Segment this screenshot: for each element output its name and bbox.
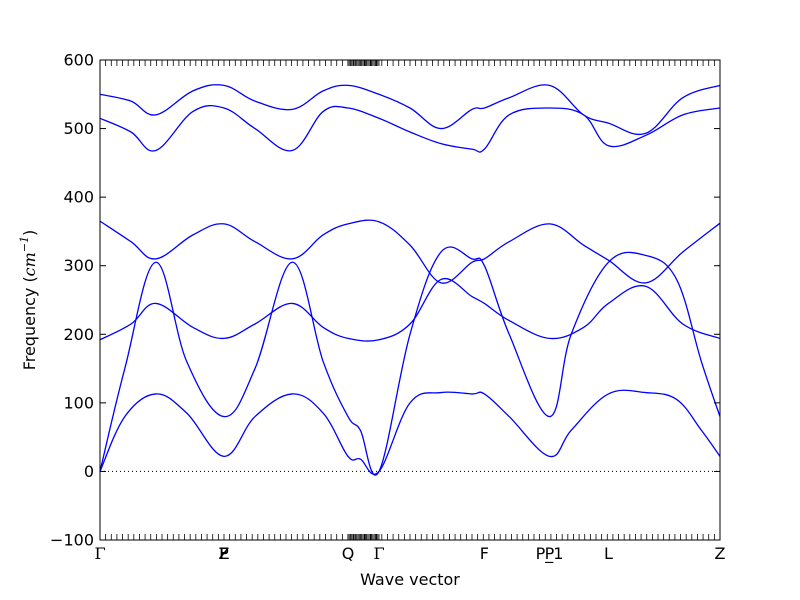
x-tick-label-5: Q bbox=[342, 544, 355, 563]
y-tick-label-8: 600 bbox=[63, 51, 94, 70]
y-tick-label-4: 200 bbox=[63, 325, 94, 344]
y-axis-label-unit: cm bbox=[20, 252, 39, 276]
plot-background bbox=[100, 60, 720, 540]
y-axis-label-prefix: Frequency ( bbox=[20, 276, 39, 370]
x-tick-label-9: P_1 bbox=[536, 544, 564, 564]
axes-frame bbox=[99, 59, 721, 541]
band-line-6 bbox=[99, 84, 721, 136]
y-tick-label-2: 0 bbox=[84, 462, 94, 481]
band-line-5 bbox=[99, 105, 721, 153]
y-axis-label-suffix: ) bbox=[20, 230, 39, 236]
x-tick-label-8: P bbox=[545, 544, 555, 563]
y-tick-label-1: −100 bbox=[50, 531, 94, 550]
band-series bbox=[99, 84, 721, 476]
y-tick-label-7: 500 bbox=[63, 119, 94, 138]
y-tick-label-6: 400 bbox=[63, 188, 94, 207]
x-tick-label-7: F bbox=[480, 544, 489, 563]
x-tick-label-10: L bbox=[604, 544, 613, 563]
x-tick-label-1: Γ bbox=[94, 544, 105, 563]
band-line-3 bbox=[99, 277, 721, 342]
x-axis-label: Wave vector bbox=[360, 570, 460, 589]
x-ticks: Γ FPZ Q Γ F PP_1 L Z bbox=[94, 60, 726, 564]
y-axis-label-exponent: −1 bbox=[18, 236, 31, 252]
x-tick-label-2: F bbox=[219, 544, 228, 563]
x-tick-label-4: Z bbox=[219, 544, 230, 563]
plot-frame bbox=[99, 59, 721, 541]
band-line-1 bbox=[99, 389, 721, 475]
band-line-4 bbox=[99, 219, 721, 284]
plot-area bbox=[100, 60, 720, 540]
x-tick-label-6: Γ bbox=[373, 544, 384, 563]
y-tick-label-5: 300 bbox=[63, 256, 94, 275]
y-axis-label: Frequency (cm−1) bbox=[18, 230, 39, 371]
y-ticks: −100 0 100 200 300 400 500 600 bbox=[50, 51, 720, 550]
y-tick-label-3: 100 bbox=[63, 393, 94, 412]
x-tick-label-11: Z bbox=[715, 544, 726, 563]
x-tick-label-3: P bbox=[219, 544, 229, 563]
band-line-2 bbox=[99, 246, 721, 476]
